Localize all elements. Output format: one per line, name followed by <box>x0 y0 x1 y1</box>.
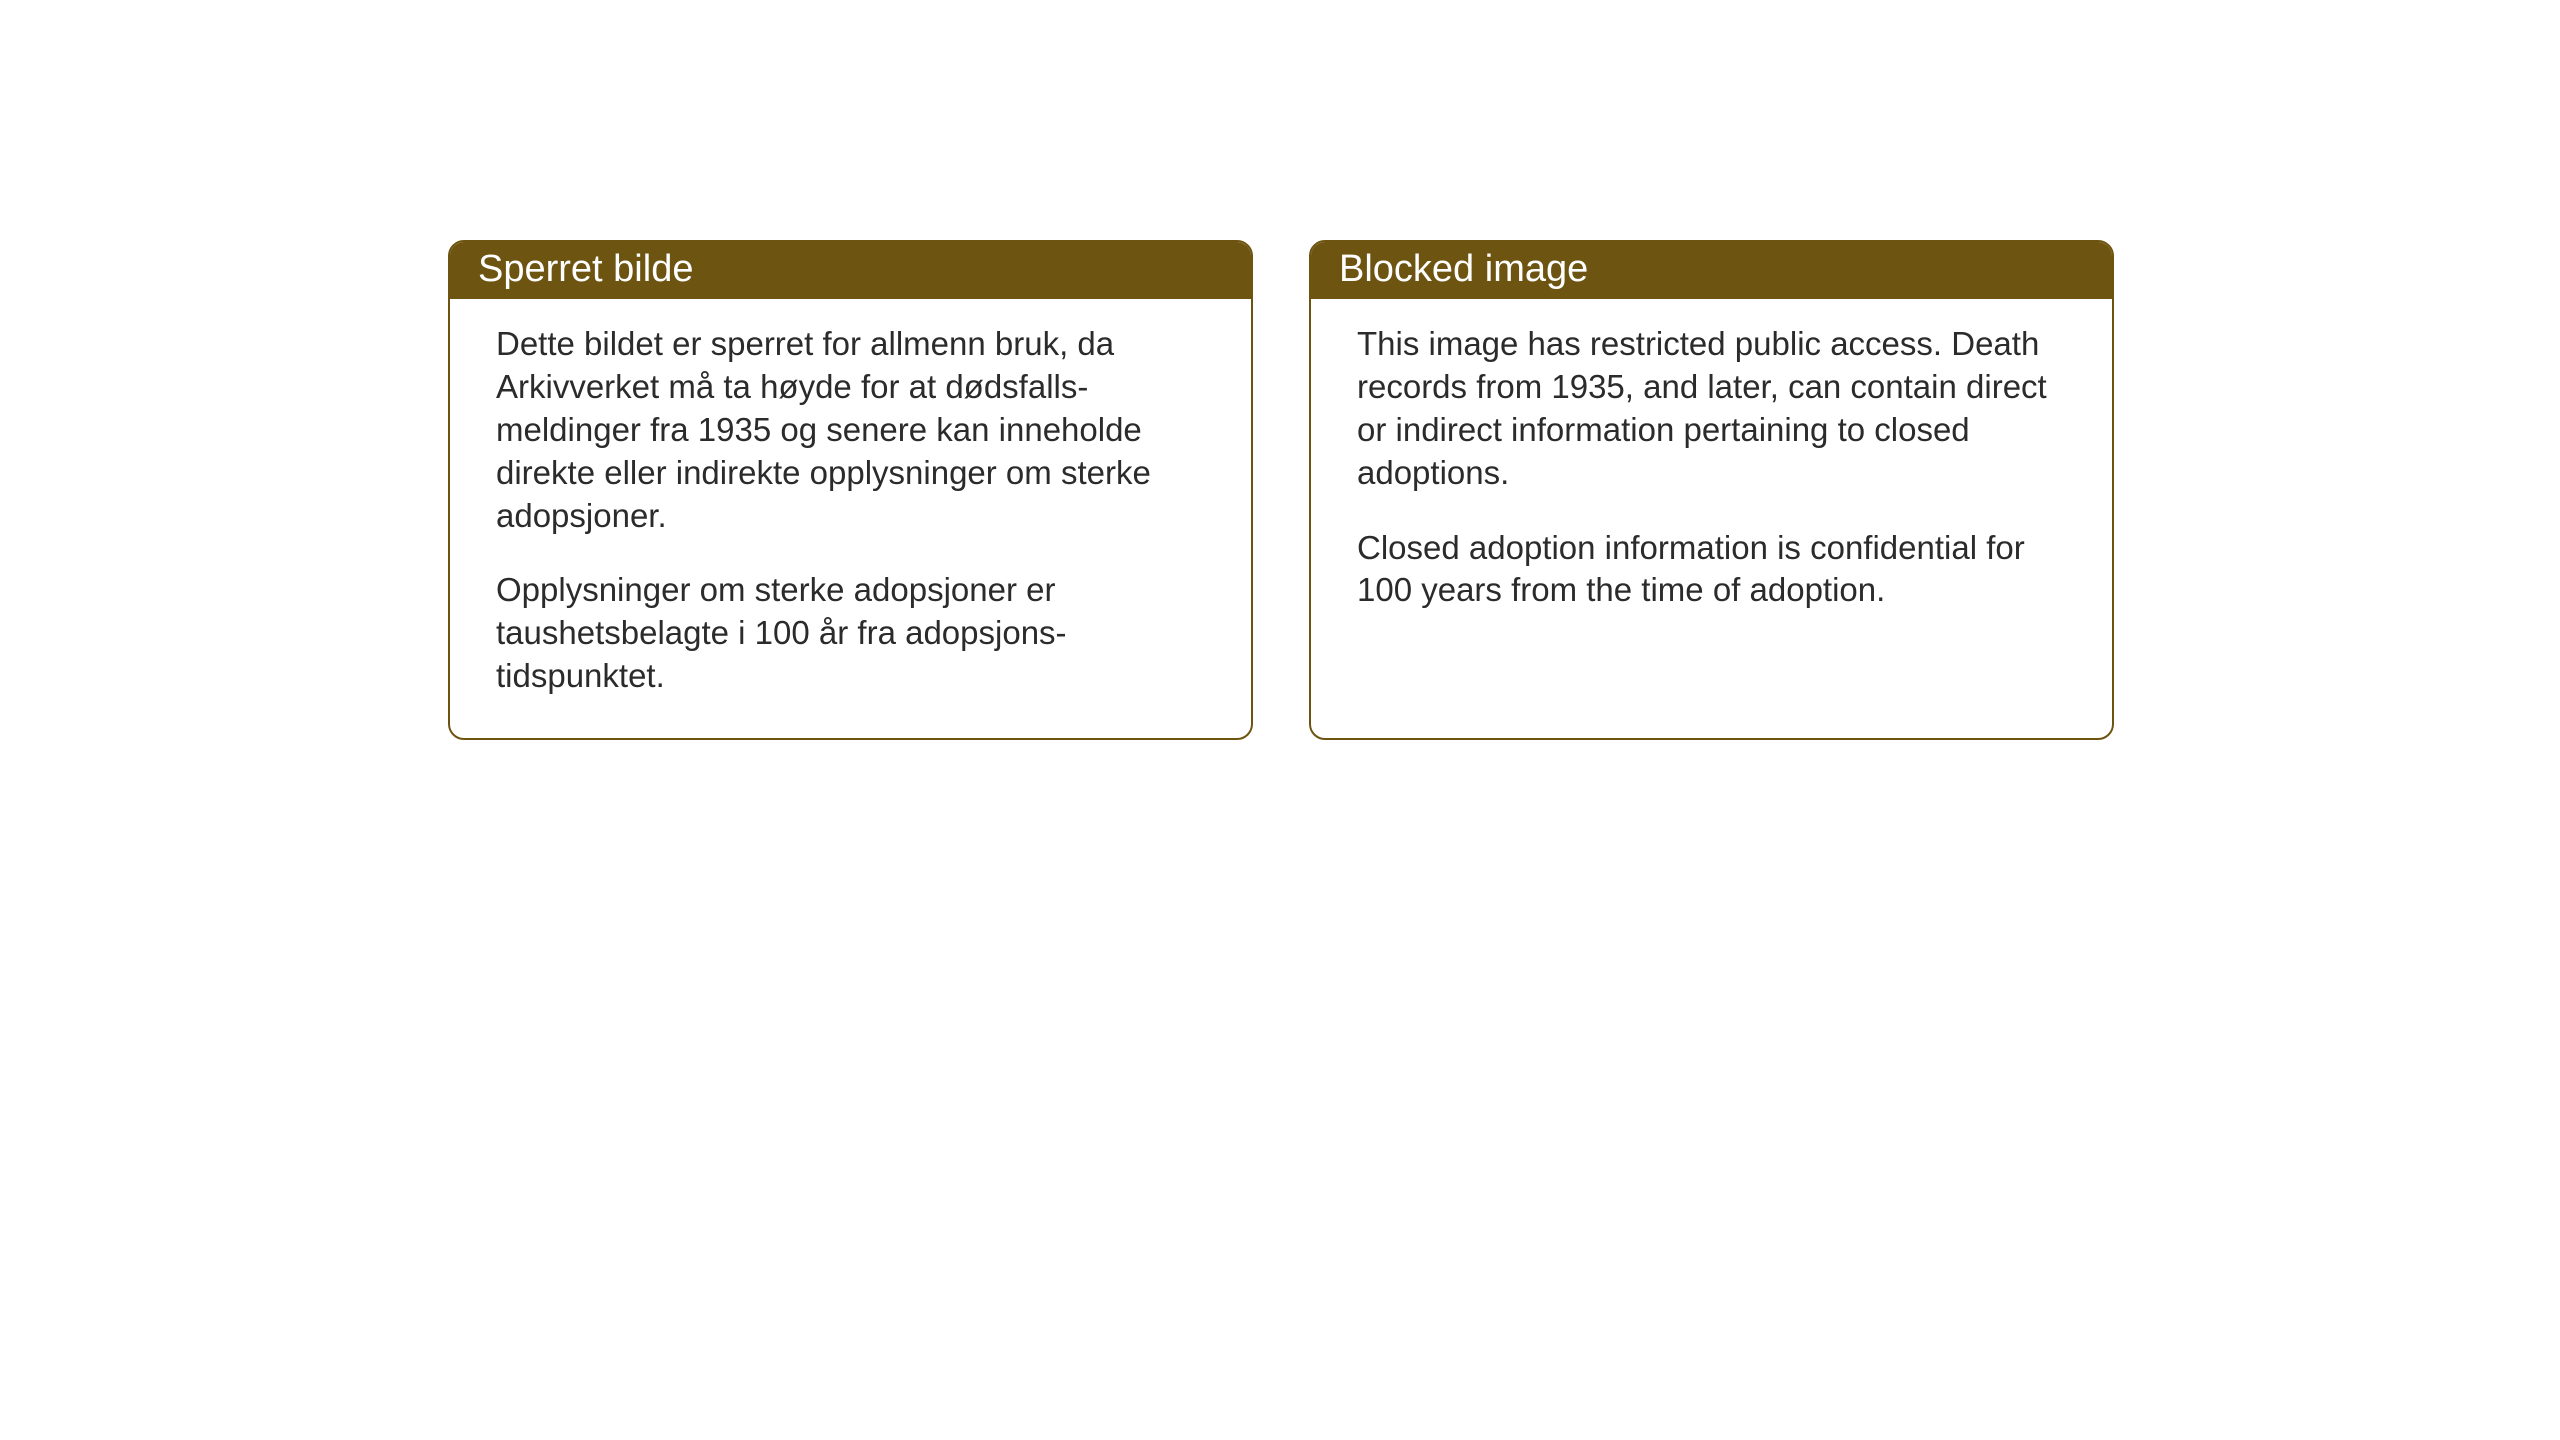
notice-container: Sperret bilde Dette bildet er sperret fo… <box>448 240 2114 740</box>
notice-header-norwegian: Sperret bilde <box>450 242 1251 299</box>
notice-card-norwegian: Sperret bilde Dette bildet er sperret fo… <box>448 240 1253 740</box>
notice-paragraph-1-norwegian: Dette bildet er sperret for allmenn bruk… <box>496 323 1205 537</box>
notice-paragraph-1-english: This image has restricted public access.… <box>1357 323 2066 495</box>
notice-paragraph-2-english: Closed adoption information is confident… <box>1357 527 2066 613</box>
notice-title-norwegian: Sperret bilde <box>478 248 693 290</box>
notice-header-english: Blocked image <box>1311 242 2112 299</box>
notice-card-english: Blocked image This image has restricted … <box>1309 240 2114 740</box>
notice-body-norwegian: Dette bildet er sperret for allmenn bruk… <box>450 299 1251 738</box>
notice-body-english: This image has restricted public access.… <box>1311 299 2112 652</box>
notice-title-english: Blocked image <box>1339 248 1588 290</box>
notice-paragraph-2-norwegian: Opplysninger om sterke adopsjoner er tau… <box>496 569 1205 698</box>
